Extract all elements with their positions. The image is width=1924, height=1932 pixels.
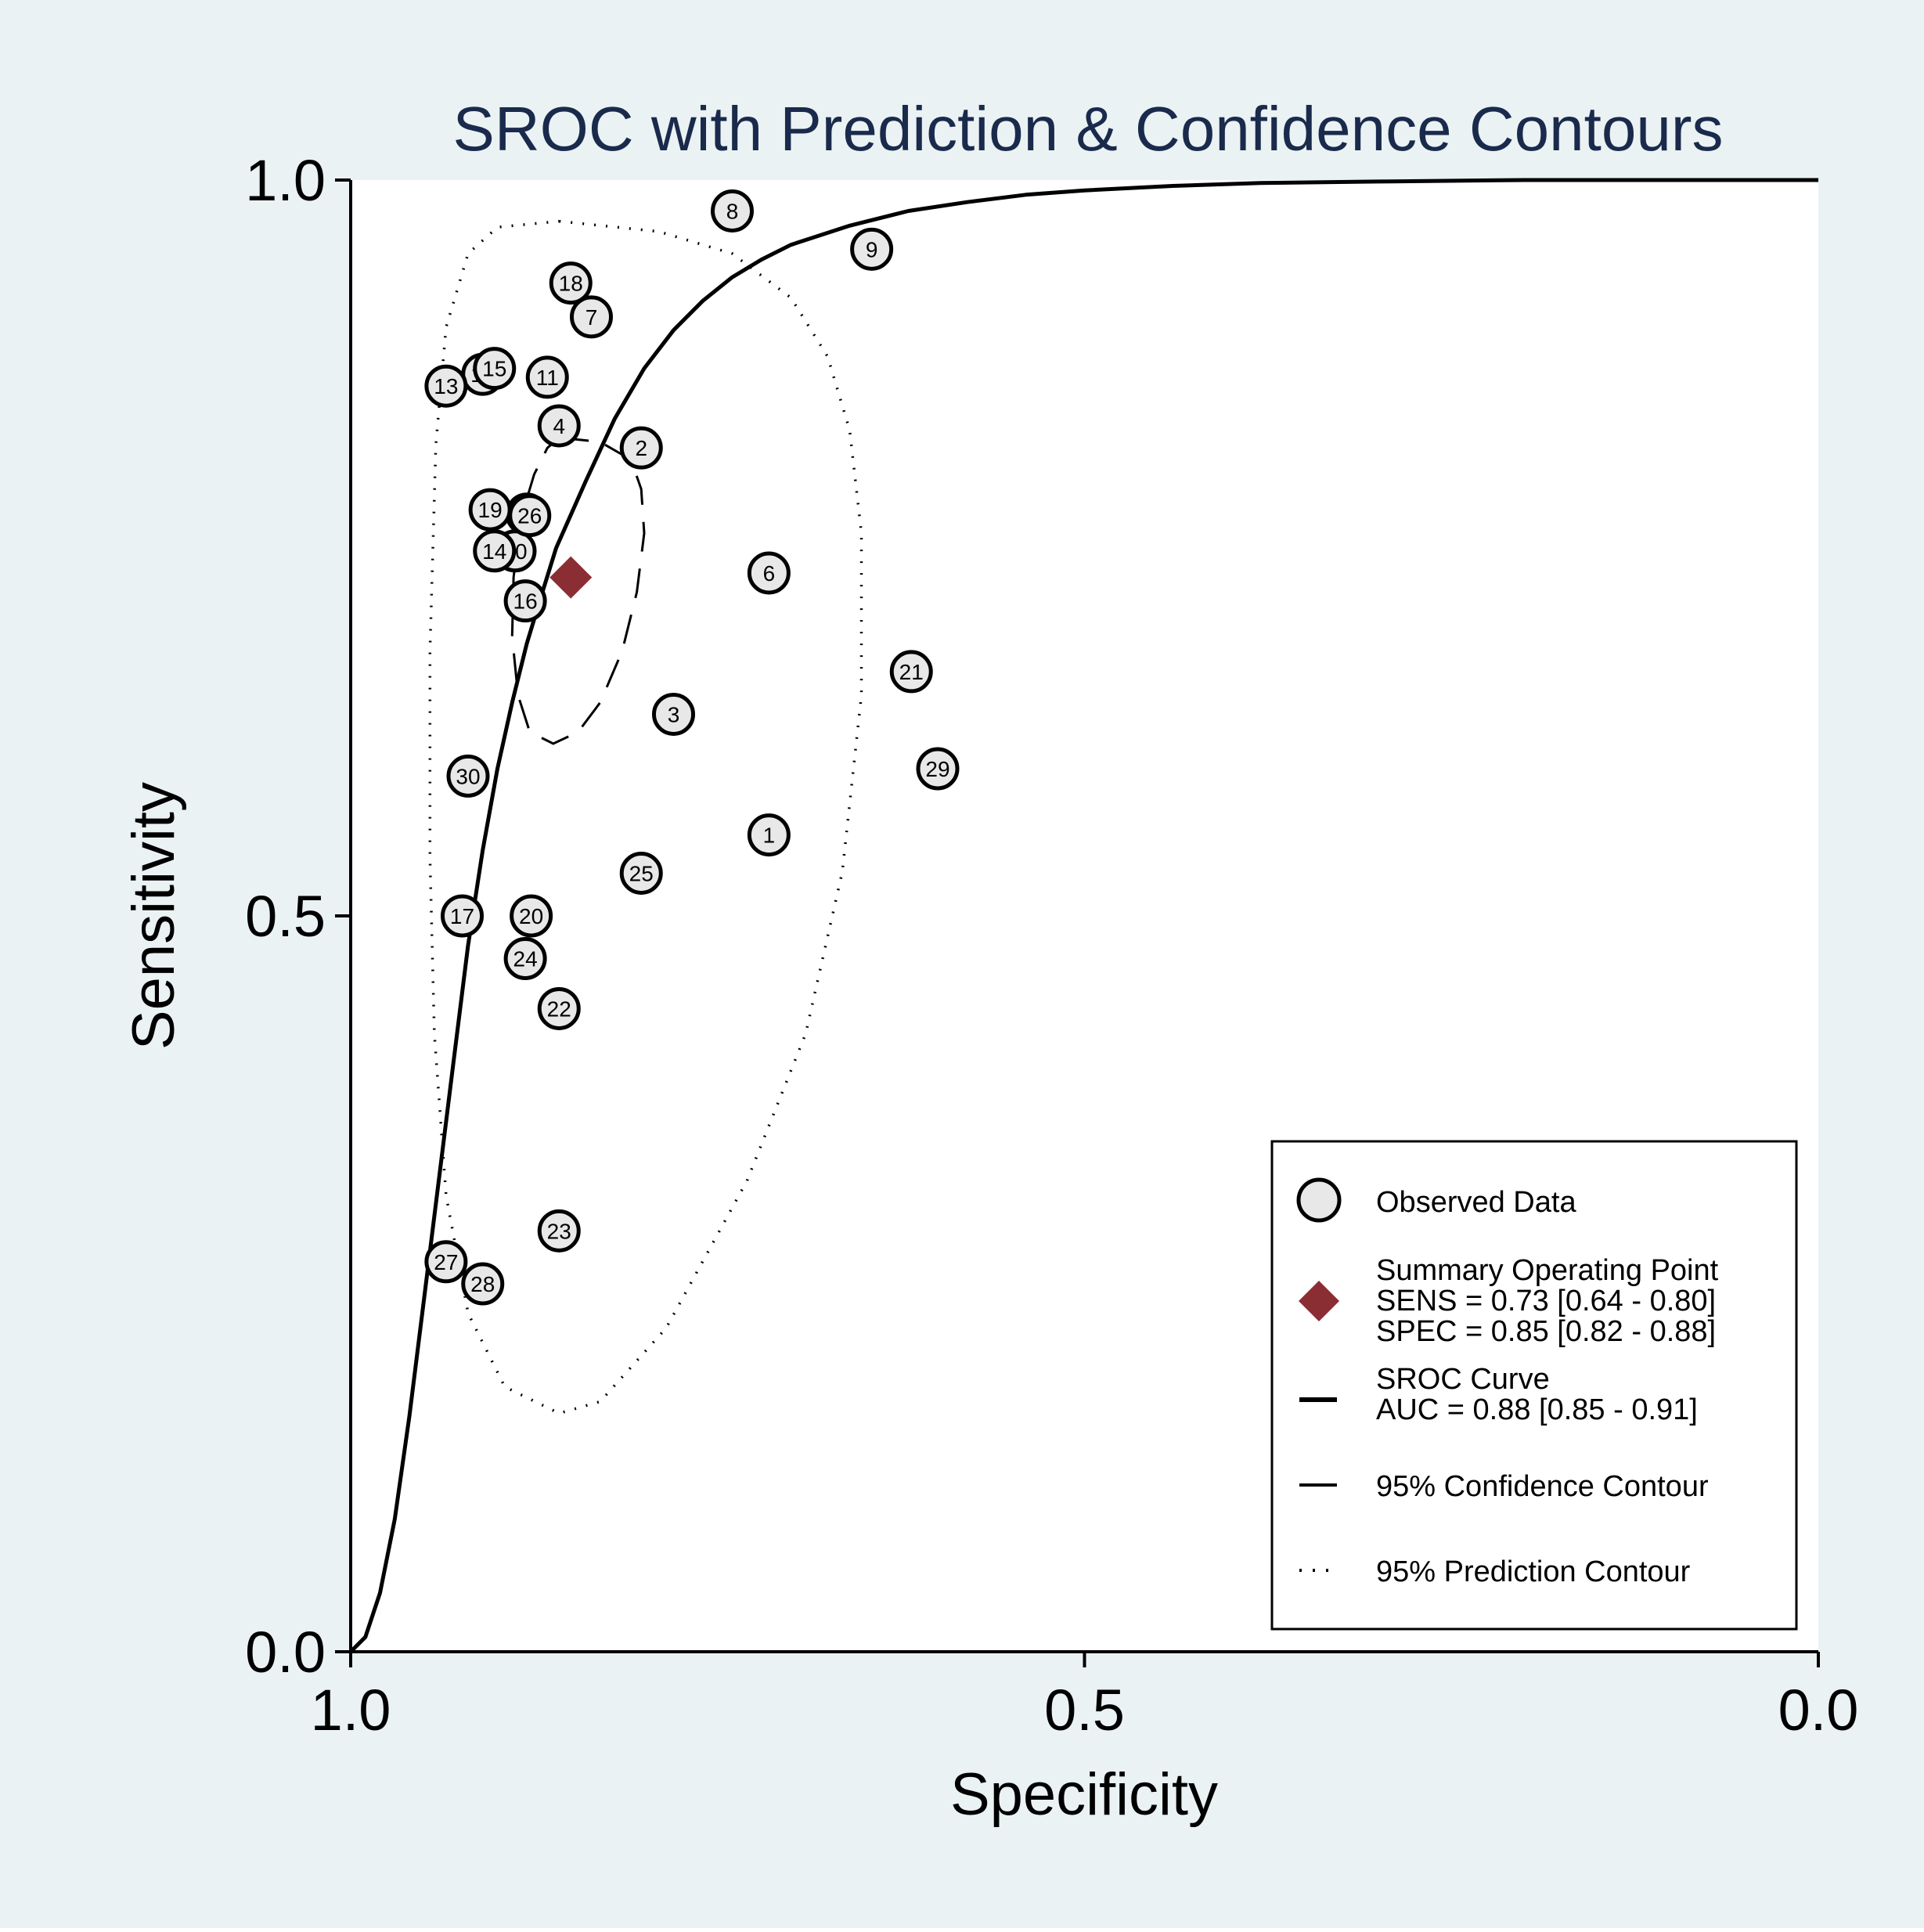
- legend-box: [1270, 1140, 1798, 1631]
- study-point: [850, 227, 894, 271]
- study-point: [889, 650, 933, 694]
- legend: Observed Data Summary Operating Point SE…: [1270, 1140, 1798, 1631]
- study-point: [424, 1240, 468, 1284]
- study-label: 27: [434, 1250, 458, 1274]
- study-label: 4: [553, 414, 565, 438]
- x-tick-label: 0.5: [1044, 1678, 1125, 1743]
- study-label: 13: [434, 374, 458, 398]
- study-label: 25: [629, 861, 654, 885]
- study-label: 18: [559, 272, 583, 296]
- study-label: 1: [763, 824, 776, 848]
- legend-confidence-label: 95% Confidence Contour: [1376, 1470, 1709, 1503]
- legend-sroc-auc: AUC = 0.88 [0.85 - 0.91]: [1376, 1393, 1698, 1426]
- study-point: [424, 364, 468, 408]
- observed-points: 1234567891011121314151617181920212223242…: [424, 189, 960, 1306]
- study-label: 15: [482, 357, 506, 381]
- study-point: [916, 747, 960, 791]
- study-point: [446, 754, 490, 798]
- study-point: [537, 986, 581, 1030]
- study-label: 6: [763, 561, 776, 586]
- study-label: 28: [470, 1272, 495, 1296]
- summary-operating-point: [549, 556, 593, 599]
- legend-summary-title: Summary Operating Point: [1376, 1254, 1719, 1287]
- study-label: 14: [482, 539, 506, 564]
- study-point: [510, 894, 553, 938]
- legend-summary-sens: SENS = 0.73 [0.64 - 0.80]: [1376, 1285, 1716, 1317]
- chart-title: SROC with Prediction & Confidence Contou…: [453, 94, 1724, 164]
- study-point: [508, 494, 552, 538]
- study-label: 8: [726, 199, 739, 223]
- study-label: 11: [536, 366, 559, 390]
- legend-observed-label: Observed Data: [1376, 1186, 1576, 1219]
- study-point: [525, 355, 569, 399]
- study-point: [549, 261, 593, 305]
- study-point: [473, 529, 517, 573]
- y-tick-label: 1.0: [245, 148, 326, 213]
- study-label: 3: [668, 702, 680, 726]
- x-axis-label: Specificity: [950, 1761, 1218, 1828]
- legend-summary-spec: SPEC = 0.85 [0.82 - 0.88]: [1376, 1315, 1716, 1348]
- study-label: 21: [899, 660, 924, 684]
- curves: [349, 178, 1818, 1653]
- study-point: [619, 851, 663, 895]
- study-label: 23: [547, 1219, 571, 1243]
- study-label: 26: [517, 504, 542, 528]
- study-point: [503, 579, 547, 623]
- study-point: [711, 189, 754, 232]
- study-point: [747, 551, 791, 595]
- sroc-curve: [349, 178, 1818, 1653]
- x-tick-label: 0.0: [1778, 1678, 1859, 1743]
- y-tick-label: 0.0: [245, 1620, 326, 1685]
- study-point: [747, 813, 791, 857]
- study-label: 29: [925, 757, 949, 781]
- study-point: [441, 894, 484, 938]
- study-point: [537, 404, 581, 448]
- y-axis-label: Sensitivity: [121, 782, 187, 1050]
- study-label: 24: [513, 947, 538, 971]
- y-tick-label: 0.5: [245, 884, 326, 949]
- study-label: 22: [547, 997, 571, 1021]
- study-label: 20: [519, 904, 543, 928]
- study-point: [473, 347, 517, 391]
- study-point: [619, 426, 663, 470]
- study-label: 7: [585, 305, 598, 330]
- study-label: 19: [478, 498, 503, 522]
- study-point: [503, 937, 547, 981]
- legend-observed-marker: [1296, 1177, 1342, 1223]
- legend-summary-marker: [1299, 1281, 1339, 1321]
- confidence-contour: [510, 436, 646, 745]
- legend-sroc-title: SROC Curve: [1376, 1363, 1550, 1396]
- study-point: [537, 1209, 581, 1253]
- study-label: 30: [456, 764, 480, 788]
- study-point: [652, 692, 695, 736]
- study-label: 9: [866, 237, 878, 261]
- study-point: [570, 295, 613, 339]
- study-label: 16: [513, 589, 538, 614]
- study-label: 17: [450, 904, 474, 928]
- study-label: 2: [635, 436, 647, 460]
- study-point: [461, 1262, 505, 1306]
- x-tick-label: 1.0: [311, 1678, 391, 1743]
- legend-prediction-label: 95% Prediction Contour: [1376, 1555, 1691, 1588]
- axis-ticks: 0.0 0.5 1.0 1.0 0.5 0.0: [245, 148, 1858, 1743]
